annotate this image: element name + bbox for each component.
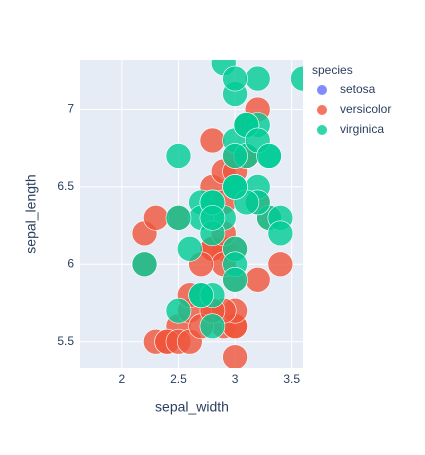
point bbox=[131, 251, 158, 278]
y-axis-title: sepal_length bbox=[23, 174, 39, 253]
point bbox=[222, 266, 248, 293]
y-tick-label: 5.5 bbox=[57, 334, 74, 348]
point bbox=[199, 127, 226, 154]
point bbox=[290, 65, 303, 92]
legend-marker bbox=[317, 85, 327, 95]
point bbox=[244, 65, 271, 92]
point bbox=[222, 174, 248, 200]
x-tick-label: 2 bbox=[119, 372, 126, 386]
x-tick-label: 3 bbox=[232, 372, 239, 386]
legend-title: species bbox=[312, 63, 353, 77]
point bbox=[381, 298, 406, 323]
y-tick-label: 6 bbox=[67, 256, 74, 270]
x-tick-label: 2.5 bbox=[170, 372, 187, 386]
point bbox=[267, 220, 294, 247]
legend-label: virginica bbox=[340, 122, 384, 136]
point bbox=[199, 313, 226, 340]
point bbox=[222, 65, 248, 92]
legend-label: setosa bbox=[340, 82, 376, 96]
point bbox=[177, 236, 203, 262]
legend-marker bbox=[317, 105, 327, 115]
point bbox=[336, 283, 361, 308]
point bbox=[244, 266, 271, 293]
point bbox=[256, 143, 282, 169]
point bbox=[222, 344, 248, 368]
point bbox=[165, 297, 192, 324]
point bbox=[143, 205, 169, 231]
legend-marker bbox=[317, 125, 327, 135]
point bbox=[267, 251, 294, 278]
point bbox=[188, 282, 214, 309]
y-tick-label: 6.5 bbox=[57, 179, 74, 193]
x-tick-label: 3.5 bbox=[283, 372, 300, 386]
y-tick-label: 7 bbox=[67, 102, 74, 116]
point bbox=[222, 143, 248, 169]
point bbox=[199, 205, 226, 231]
legend-label: versicolor bbox=[340, 102, 391, 116]
point bbox=[324, 345, 349, 370]
point bbox=[313, 298, 338, 323]
point bbox=[165, 143, 192, 169]
point bbox=[165, 205, 192, 231]
x-axis-title: sepal_width bbox=[155, 399, 229, 415]
